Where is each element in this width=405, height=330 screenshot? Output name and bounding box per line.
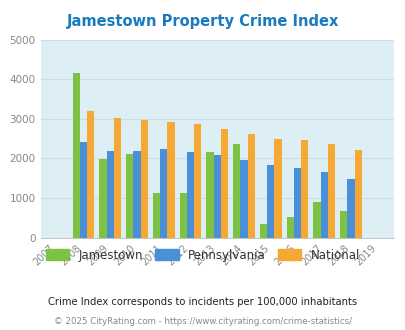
Text: © 2025 CityRating.com - https://www.cityrating.com/crime-statistics/: © 2025 CityRating.com - https://www.city… — [54, 317, 351, 326]
Bar — [167, 122, 174, 238]
Bar — [186, 152, 194, 238]
Bar — [113, 117, 121, 238]
Bar — [133, 151, 140, 238]
Bar — [99, 159, 106, 238]
Bar — [152, 193, 160, 238]
Bar — [240, 160, 247, 238]
Text: Crime Index corresponds to incidents per 100,000 inhabitants: Crime Index corresponds to incidents per… — [48, 297, 357, 307]
Bar — [327, 144, 334, 238]
Bar — [259, 224, 266, 238]
Bar — [320, 172, 327, 238]
Bar — [213, 155, 220, 238]
Bar — [313, 202, 320, 238]
Bar — [247, 134, 254, 238]
Bar — [286, 216, 293, 238]
Bar — [72, 73, 80, 238]
Legend: Jamestown, Pennsylvania, National: Jamestown, Pennsylvania, National — [41, 244, 364, 266]
Bar — [220, 129, 228, 238]
Bar — [206, 152, 213, 238]
Bar — [80, 142, 87, 238]
Bar — [354, 150, 361, 238]
Bar — [266, 165, 274, 238]
Bar — [232, 144, 240, 238]
Bar — [87, 111, 94, 238]
Bar — [339, 211, 347, 238]
Bar — [106, 151, 113, 238]
Bar — [194, 123, 201, 238]
Bar — [179, 193, 186, 238]
Bar — [140, 120, 147, 238]
Bar — [126, 154, 133, 238]
Bar — [293, 168, 301, 238]
Text: Jamestown Property Crime Index: Jamestown Property Crime Index — [67, 14, 338, 29]
Bar — [301, 140, 307, 238]
Bar — [274, 139, 281, 238]
Bar — [160, 148, 167, 238]
Bar — [347, 179, 354, 238]
